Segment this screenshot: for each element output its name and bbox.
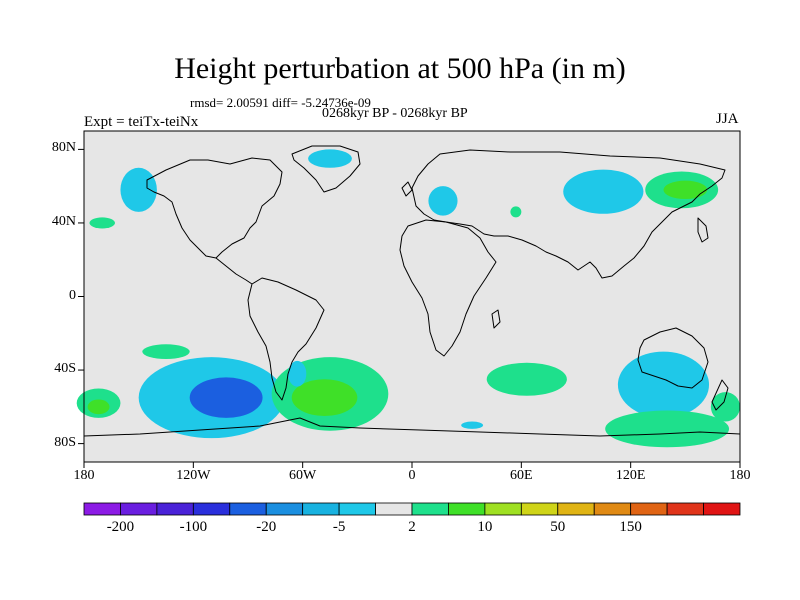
colorbar-swatch [593, 502, 632, 516]
coastlines [83, 145, 741, 437]
colorbar-label: 50 [550, 519, 566, 535]
lat-tick-label: 40S [54, 361, 76, 377]
anomaly-ne-asia-low [563, 169, 644, 214]
colorbar-swatch [411, 502, 449, 516]
lon-tick-label: 60W [289, 468, 317, 483]
coastline-south-america [247, 277, 325, 401]
colorbar-swatch [156, 502, 194, 516]
coastline-antarctica [83, 417, 741, 437]
anomaly-sw-indian-low [461, 421, 484, 429]
coastline-central-america [215, 257, 253, 285]
coastline-australia [637, 327, 709, 389]
anomaly-ross-sea-high [710, 392, 741, 422]
anomaly-pacific-40n-high [89, 217, 115, 229]
coastline-greenland [291, 145, 361, 193]
colorbar-label: 2 [408, 519, 416, 535]
colorbar-label: 10 [477, 519, 493, 535]
anomaly-central-asia-high [510, 206, 522, 218]
colorbar-label: 150 [619, 519, 642, 535]
anomaly-fields [76, 149, 741, 448]
colorbar-label: -200 [106, 519, 135, 535]
colorbar [83, 502, 741, 516]
lon-tick-label: 180 [729, 468, 751, 483]
anomaly-argentina-low [288, 360, 307, 387]
longitude-ticks [83, 462, 741, 468]
anomaly-ne-asia-core [663, 180, 708, 200]
colorbar-swatch [338, 502, 376, 516]
lat-tick-label: 0 [69, 287, 76, 303]
season-label: JJA [716, 111, 739, 127]
lon-tick-label: 180 [73, 468, 95, 483]
colorbar-swatch [703, 502, 741, 516]
anomaly-east-pacific-high [142, 344, 190, 360]
anomaly-alaska-low [120, 167, 157, 212]
colorbar-swatch [375, 502, 413, 516]
colorbar-swatch [192, 502, 231, 516]
coastline-madagascar [491, 309, 501, 329]
coastline-british-isles [401, 181, 413, 197]
colorbar-swatch [520, 502, 559, 516]
colorbar-swatch [229, 502, 267, 516]
coastline-north-america [146, 157, 283, 259]
colorbar-swatch [302, 502, 340, 516]
coastline-africa [399, 219, 497, 357]
lon-tick-label: 0 [408, 468, 416, 483]
coastline-japan [697, 217, 709, 243]
colorbar-swatch [630, 502, 668, 516]
lat-tick-label: 80S [54, 434, 76, 450]
lon-tick-label: 120E [615, 468, 646, 483]
experiment-label: Expt = teiTx-teiNx [84, 114, 199, 130]
colorbar-swatch [83, 502, 121, 516]
coastline-eurasia [411, 149, 726, 279]
rmsd-diff-stats: rmsd= 2.00591 diff= -5.24736e-09 [190, 95, 371, 110]
colorbar-swatch [666, 502, 704, 516]
colorbar-swatch [120, 502, 158, 516]
anomaly-south-pacific-core [87, 399, 110, 415]
time-period: 0268kyr BP - 0268kyr BP [322, 106, 468, 121]
colorbar-swatch [265, 502, 304, 516]
coastline-new-zealand [711, 379, 729, 411]
anomaly-europe-low [428, 186, 458, 216]
plot-title: Height perturbation at 500 hPa (in m) [174, 52, 626, 85]
colorbar-label: -100 [179, 519, 208, 535]
colorbar-swatch [484, 502, 522, 516]
anomaly-south-atlantic-core [291, 379, 358, 417]
colorbar-label: -20 [256, 519, 277, 535]
anomaly-greenland-low [308, 149, 352, 168]
lon-tick-label: 120W [176, 468, 211, 483]
anomaly-se-pacific-core [189, 377, 263, 418]
map-layer [76, 130, 741, 463]
colorbar-swatch [448, 502, 486, 516]
colorbar-label: -5 [332, 519, 346, 535]
lon-tick-label: 60E [510, 468, 533, 483]
lat-tick-label: 40N [51, 213, 76, 229]
anomaly-south-indian-high [486, 362, 567, 396]
lat-tick-label: 80N [51, 140, 76, 156]
latitude-ticks [78, 148, 84, 445]
colorbar-swatch [557, 502, 595, 516]
anomaly-sw-pacific-high [605, 410, 730, 448]
